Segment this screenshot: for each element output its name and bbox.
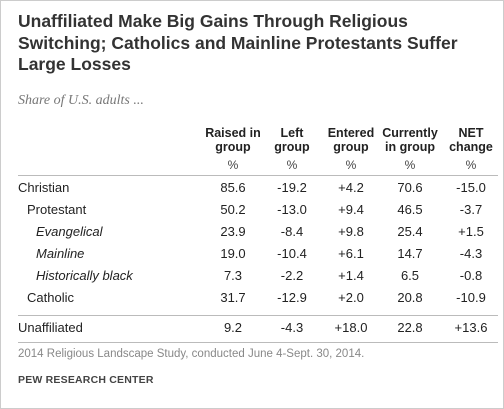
column-unit: % — [286, 158, 298, 172]
rule — [18, 315, 498, 316]
cell: 70.6 — [397, 180, 423, 195]
column-header: group — [215, 140, 251, 154]
title-line: Switching; Catholics and Mainline Protes… — [18, 32, 458, 53]
title-line: Large Losses — [18, 54, 131, 74]
column-header: change — [449, 140, 493, 154]
cell: +18.0 — [334, 320, 368, 335]
row-label: Evangelical — [36, 224, 103, 239]
cell: +4.2 — [338, 180, 364, 195]
note: 2014 Religious Landscape Study, conducte… — [18, 348, 365, 360]
row-label: Christian — [18, 180, 70, 195]
title-line: Unaffiliated Make Big Gains Through Reli… — [18, 11, 408, 31]
cell: -10.4 — [277, 246, 307, 261]
cell: -4.3 — [280, 320, 304, 335]
cell: -13.0 — [277, 202, 307, 217]
cell: -2.2 — [280, 268, 304, 283]
cell: +2.0 — [338, 290, 364, 305]
column-header: NET — [458, 126, 484, 140]
cell: 85.6 — [220, 180, 246, 195]
column-header: Left — [280, 126, 304, 140]
cell: -12.9 — [277, 290, 307, 305]
column-header: Entered — [327, 126, 375, 140]
rule — [18, 175, 498, 176]
column-header: Currently — [382, 126, 438, 140]
subtitle: Share of U.S. adults ... — [18, 93, 144, 108]
cell: +6.1 — [338, 246, 364, 261]
column-unit: % — [345, 158, 357, 172]
cell: +1.5 — [458, 224, 484, 239]
cell: 50.2 — [220, 202, 246, 217]
cell: +1.4 — [338, 268, 364, 283]
cell: -10.9 — [456, 290, 486, 305]
column-header: in group — [385, 140, 435, 154]
cell: 14.7 — [397, 246, 423, 261]
cell: +13.6 — [454, 320, 488, 335]
column-header: group — [274, 140, 310, 154]
cell: -3.7 — [459, 202, 483, 217]
cell: 22.8 — [397, 320, 423, 335]
cell: 20.8 — [397, 290, 423, 305]
cell: +9.8 — [338, 224, 364, 239]
column-header: Raised in — [205, 126, 261, 140]
column-unit: % — [465, 158, 477, 172]
column-unit: % — [404, 158, 416, 172]
row-label: Protestant — [27, 202, 87, 217]
cell: 25.4 — [397, 224, 423, 239]
cell: 31.7 — [220, 290, 246, 305]
cell: 46.5 — [397, 202, 423, 217]
cell: +9.4 — [338, 202, 364, 217]
cell: -0.8 — [459, 268, 483, 283]
column-unit: % — [227, 158, 239, 172]
row-label: Unaffiliated — [18, 320, 83, 335]
cell: -4.3 — [459, 246, 483, 261]
cell: 7.3 — [223, 268, 243, 283]
cell: 19.0 — [220, 246, 246, 261]
row-label: Historically black — [36, 268, 133, 283]
cell: -8.4 — [280, 224, 304, 239]
source: PEW RESEARCH CENTER — [18, 374, 154, 386]
cell: 9.2 — [223, 320, 243, 335]
cell: -15.0 — [456, 180, 486, 195]
rule — [18, 342, 498, 343]
cell: -19.2 — [277, 180, 307, 195]
row-label: Catholic — [27, 290, 74, 305]
row-label: Mainline — [36, 246, 85, 261]
cell: 6.5 — [400, 268, 420, 283]
cell: 23.9 — [220, 224, 246, 239]
column-header: group — [333, 140, 369, 154]
